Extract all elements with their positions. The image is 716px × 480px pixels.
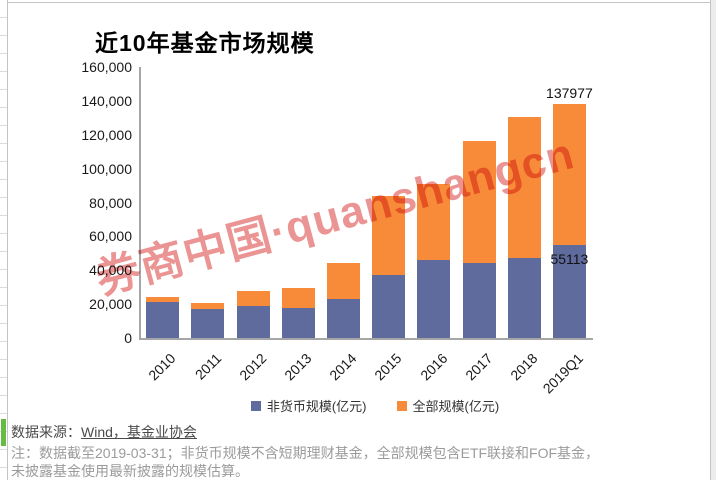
x-axis-label-2010: 2010 bbox=[145, 350, 179, 384]
x-axis-label-2014: 2014 bbox=[326, 350, 360, 384]
bar-2015-nonmonetary bbox=[372, 274, 406, 338]
bar-2014-nonmonetary bbox=[326, 299, 360, 338]
footnote-line-2: 未披露基金使用最新披露的规模估算。 bbox=[11, 463, 249, 479]
legend-swatch-icon bbox=[250, 400, 261, 411]
x-axis-line bbox=[139, 338, 593, 340]
data-source-text: Wind，基金业协会 bbox=[81, 424, 197, 440]
bar-2013-nonmonetary bbox=[281, 308, 315, 338]
bar-2010-nonmonetary bbox=[146, 302, 180, 338]
x-axis-label-2015: 2015 bbox=[371, 350, 405, 384]
y-axis-line bbox=[139, 67, 141, 340]
bar-2016-nonmonetary bbox=[417, 260, 451, 338]
chart-legend: 非货币规模(亿元) 全部规模(亿元) bbox=[140, 396, 610, 415]
y-axis-tick-label: 80,000 bbox=[89, 194, 132, 211]
y-axis-tick-label: 160,000 bbox=[81, 59, 132, 75]
right-border-line bbox=[710, 0, 711, 480]
legend-item: 非货币规模(亿元) bbox=[250, 396, 367, 415]
bar-2011-nonmonetary bbox=[191, 309, 225, 338]
x-axis-label-2011: 2011 bbox=[191, 350, 225, 383]
x-axis-label-2017: 2017 bbox=[461, 350, 496, 384]
bar-2018-nonmonetary bbox=[507, 258, 541, 338]
right-edge-strip bbox=[711, 0, 716, 480]
y-axis-tick-label: 120,000 bbox=[81, 126, 132, 143]
data-source-prefix: 数据来源： bbox=[11, 424, 81, 440]
legend-label: 全部规模(亿元) bbox=[412, 399, 500, 414]
y-axis-tick-label: 20,000 bbox=[89, 296, 132, 313]
y-axis-tick-label: 0 bbox=[124, 330, 132, 346]
x-axis-label-2019Q1: 2019Q1 bbox=[539, 350, 586, 397]
bar-2017-nonmonetary bbox=[462, 262, 496, 338]
x-axis-label-2016: 2016 bbox=[416, 350, 451, 384]
x-axis-label-2018: 2018 bbox=[507, 350, 541, 384]
top-border-line bbox=[0, 2, 716, 3]
legend-swatch-icon bbox=[396, 400, 407, 411]
y-axis-tick-label: 100,000 bbox=[81, 160, 132, 177]
legend-item: 全部规模(亿元) bbox=[396, 396, 500, 415]
cell-selection-marker bbox=[1, 419, 6, 446]
data-label-55113: 55113 bbox=[550, 250, 589, 267]
y-axis-tick-label: 40,000 bbox=[89, 262, 132, 279]
data-label-137977: 137977 bbox=[546, 85, 593, 102]
data-source-line: 数据来源：Wind，基金业协会 bbox=[11, 422, 197, 442]
x-axis-label-2012: 2012 bbox=[235, 350, 270, 384]
x-axis-label-2013: 2013 bbox=[281, 350, 315, 384]
y-axis-tick-label: 140,000 bbox=[81, 92, 132, 109]
bar-2012-nonmonetary bbox=[236, 305, 270, 338]
y-axis-tick-label: 60,000 bbox=[89, 228, 132, 245]
spreadsheet-gridline-strip bbox=[0, 0, 8, 480]
footnote-line-1: 注：数据截至2019-03-31；非货币规模不含短期理财基金，全部规模包含ETF… bbox=[11, 445, 600, 461]
legend-label: 非货币规模(亿元) bbox=[266, 399, 367, 414]
chart-title: 近10年基金市场规模 bbox=[95, 30, 315, 56]
bar-2019Q1-nonmonetary bbox=[552, 244, 586, 338]
